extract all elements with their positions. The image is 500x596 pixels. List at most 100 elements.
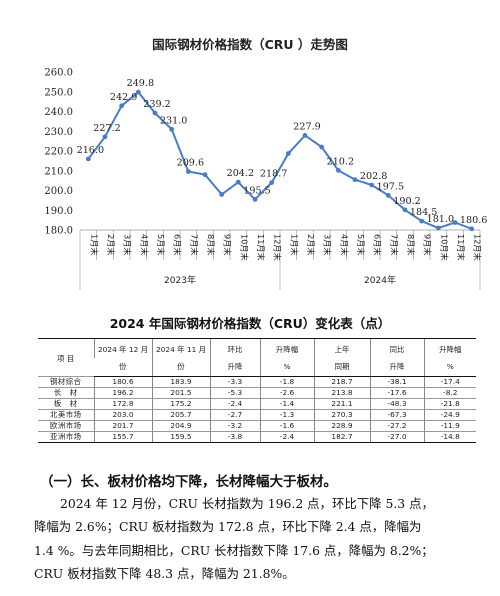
x-tick-label: 11月末 [456, 234, 466, 261]
table-cell: 亚洲市场 [38, 431, 94, 443]
x-tick-label: 6月末 [173, 234, 183, 256]
data-label: 231.0 [160, 115, 187, 126]
table-cell: 159.5 [151, 431, 210, 443]
x-tick-label: 12月末 [273, 234, 283, 261]
data-label: 204.2 [227, 168, 254, 179]
table-cell: 175.2 [151, 398, 210, 410]
table-cell: -17.6 [369, 387, 424, 399]
table-header: 份 [94, 357, 152, 377]
x-tick-label: 12月末 [473, 234, 483, 261]
data-point [285, 151, 291, 156]
table-row: 钢材综合 180.6 183.9 -3.3 -1.8 218.7 -38.1 -… [38, 376, 476, 388]
data-point [319, 144, 325, 150]
table-row: 长 材 196.2 201.5 -5.3 -2.6 213.8 -17.6 -8… [38, 387, 476, 399]
data-label: 210.2 [327, 156, 354, 167]
x-tick-label: 10月末 [439, 234, 449, 261]
data-point [102, 134, 108, 140]
y-tick-label: 200.0 [44, 186, 73, 197]
x-tick-label: 9月末 [423, 234, 433, 256]
table-header: % [259, 357, 314, 377]
table-cell: -11.9 [423, 420, 476, 432]
x-tick-label: 1月末 [289, 234, 299, 256]
table-row: 板 材 172.8 175.2 -2.4 -1.4 221.1 -48.3 -2… [38, 398, 476, 410]
data-point [235, 179, 241, 185]
x-tick-label: 8月末 [406, 234, 416, 256]
body-paragraph: 2024 年 12 月份，CRU 长材指数为 196.2 点，环比下降 5.3 … [34, 492, 478, 586]
data-point [435, 225, 441, 231]
x-tick-label: 9月末 [223, 234, 233, 256]
y-tick-label: 220.0 [44, 147, 73, 158]
data-point [402, 207, 408, 213]
table-row: 北美市场 203.0 205.7 -2.7 -1.3 270.3 -67.3 -… [38, 409, 476, 421]
x-tick-label: 8月末 [206, 234, 216, 256]
table-cell: -38.1 [369, 376, 424, 388]
table-header-item: 项 目 [38, 338, 94, 377]
paragraph-line: 1.4 %。与去年同期相比，CRU 长材指数下降 17.6 点，降幅为 8.2%… [34, 542, 434, 558]
x-tick-label: 6月末 [373, 234, 383, 256]
data-point [419, 218, 425, 224]
data-label: 227.2 [93, 123, 120, 134]
table-header: 升降 [209, 357, 260, 377]
table-cell: 218.7 [313, 376, 370, 388]
table-cell: -3.8 [209, 431, 260, 443]
x-tick-label: 7月末 [389, 234, 399, 256]
data-point [202, 172, 208, 178]
x-tick-label: 7月末 [189, 234, 199, 256]
table-cell: -1.8 [259, 376, 314, 388]
section-heading: （一）长、板材价格均下降，长材降幅大于板材。 [40, 474, 337, 490]
data-label: 195.5 [243, 185, 270, 196]
table-cell: 长 材 [38, 387, 94, 399]
paragraph-line: 降幅为 2.6%；CRU 板材指数为 172.8 点，环比下降 2.4 点，降幅… [34, 519, 422, 535]
x-tick-label: 10月末 [239, 234, 249, 261]
table-cell: 201.7 [93, 420, 152, 432]
table-header: 升降幅 [259, 338, 314, 358]
table-cell: -27.0 [369, 431, 424, 443]
table-header: 升降 [369, 357, 424, 377]
table-cell: -2.7 [209, 409, 260, 421]
y-tick-label: 230.0 [44, 127, 73, 138]
table-title: 2024 年国际钢材价格指数（CRU）变化表（点） [109, 316, 391, 331]
data-label: 180.6 [460, 215, 487, 226]
data-label: 216.0 [77, 145, 104, 156]
series-line [87, 90, 473, 230]
x-tick-label: 3月末 [323, 234, 333, 256]
data-point [385, 193, 391, 198]
data-point [219, 192, 225, 197]
x-tick-label: 2月末 [306, 234, 316, 256]
data-label: 209.6 [177, 158, 204, 169]
x-tick-label: 4月末 [139, 234, 149, 256]
data-point [452, 220, 458, 225]
table-cell: 182.7 [313, 431, 370, 443]
table-cell: 钢材综合 [38, 376, 94, 388]
data-label: 190.2 [393, 196, 420, 207]
x-tick-label: 5月末 [156, 234, 166, 256]
table-cell: 欧洲市场 [38, 420, 94, 432]
table-cell: 270.3 [313, 409, 370, 421]
table-cell: -2.4 [209, 398, 260, 410]
data-point [119, 103, 125, 109]
table-cell: -3.2 [209, 420, 260, 432]
table-cell: 172.8 [93, 398, 152, 410]
table-cell: -17.4 [423, 376, 476, 388]
table-cell: -14.8 [423, 431, 476, 443]
paragraph-line: 2024 年 12 月份，CRU 长材指数为 196.2 点，环比下降 5.3 … [60, 496, 434, 511]
table-cell: -1.3 [259, 409, 314, 421]
data-label: 184.5 [410, 207, 437, 218]
y-tick-label: 190.0 [44, 206, 73, 217]
table-header: 上年 [313, 338, 370, 358]
x-tick-label: 1月末 [89, 234, 99, 256]
table-cell: 213.8 [313, 387, 370, 399]
table-header: 2024 年 12 月 [93, 338, 152, 358]
table-cell: 北美市场 [38, 409, 94, 421]
table-cell: -3.3 [209, 376, 260, 388]
x-tick-label: 11月末 [256, 234, 266, 261]
data-point [185, 169, 191, 174]
data-point [252, 196, 258, 202]
data-point [352, 177, 358, 183]
chart-title: 国际钢材价格指数（CRU ）走势图 [152, 37, 348, 52]
table-row: 欧洲市场 201.7 204.9 -3.2 -1.6 228.9 -27.2 -… [38, 420, 476, 432]
table-cell: -24.9 [423, 409, 476, 421]
table-header: 份 [151, 357, 210, 377]
data-point [302, 132, 308, 138]
table-cell: -1.6 [259, 420, 314, 432]
